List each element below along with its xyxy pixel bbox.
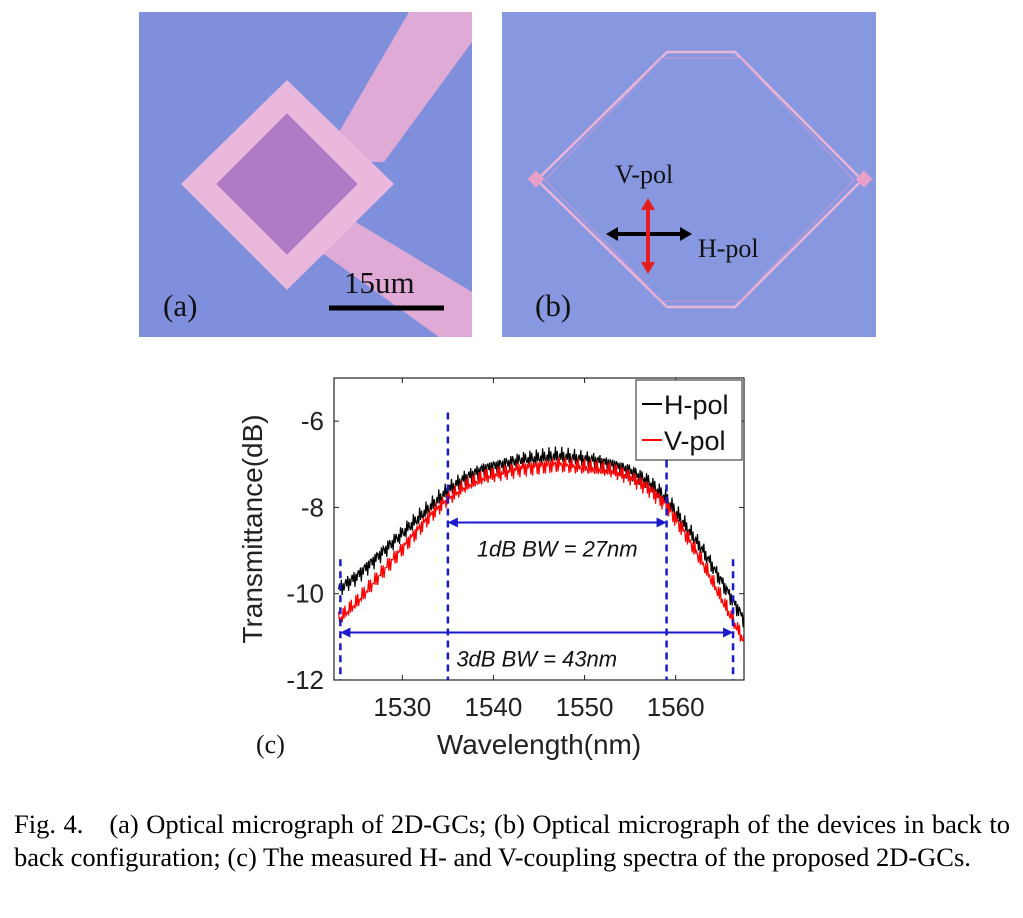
y-tick-label: -10: [286, 579, 324, 609]
spectrum-chart-svg: 1530 1540 1550 1560 -6 -8 -10 -12 Wavelength(nm)…: [237, 377, 745, 760]
scale-bar-label: 15um: [344, 265, 415, 300]
panel-a-label: (a): [163, 288, 198, 323]
micrograph-a-image: [181, 12, 472, 337]
caption-text: (a) Optical micrograph of 2D-GCs; (b) Op…: [14, 809, 1010, 872]
bandwidth-annotation: 1dB BW = 27nm: [477, 537, 638, 562]
series-line-h-pol: [338, 446, 744, 628]
x-tick-label: 1530: [373, 692, 431, 722]
left-coupler: [527, 170, 545, 188]
plot-frame: [333, 377, 745, 681]
panel-c-label: (c): [256, 730, 285, 759]
back-to-back-waveguide: [535, 50, 864, 309]
waveguide-arm: [339, 12, 472, 162]
legend-label: V-pol: [664, 426, 726, 456]
x-tick-label: 1560: [647, 692, 705, 722]
right-coupler: [855, 170, 873, 188]
spectrum-chart: 1530 1540 1550 1560 -6 -8 -10 -12 Wavelength(nm)…: [230, 370, 770, 770]
bandwidth-annotation: 3dB BW = 43nm: [456, 647, 617, 672]
arrow-head-left: [340, 627, 351, 638]
vpol-label: V-pol: [615, 160, 674, 189]
legend-label: H-pol: [664, 390, 729, 420]
micrograph-b-image: [527, 50, 873, 309]
x-tick-label: 1550: [556, 692, 614, 722]
caption-label: Fig. 4.: [14, 809, 84, 839]
y-tick-label: -6: [301, 406, 324, 436]
legend-box: [635, 379, 743, 461]
y-axis-label: Transmittance(dB): [237, 414, 268, 643]
x-tick-label: 1540: [465, 692, 523, 722]
micrograph-panel-a: (a) 15um: [139, 12, 472, 337]
y-tick-label: -12: [286, 665, 324, 695]
arrow-head-right: [656, 517, 667, 528]
figure-caption: Fig. 4. (a) Optical micrograph of 2D-GCs;…: [14, 808, 1010, 874]
y-tick-label: -8: [301, 492, 324, 522]
micrograph-panel-b: V-pol H-pol (b): [502, 12, 876, 337]
series-line-v-pol: [338, 456, 744, 642]
hpol-label: H-pol: [698, 234, 759, 263]
panel-b-label: (b): [535, 288, 572, 323]
arrow-head-right: [723, 627, 734, 638]
arrow-head-left: [447, 517, 458, 528]
x-axis-label: Wavelength(nm): [437, 729, 641, 760]
